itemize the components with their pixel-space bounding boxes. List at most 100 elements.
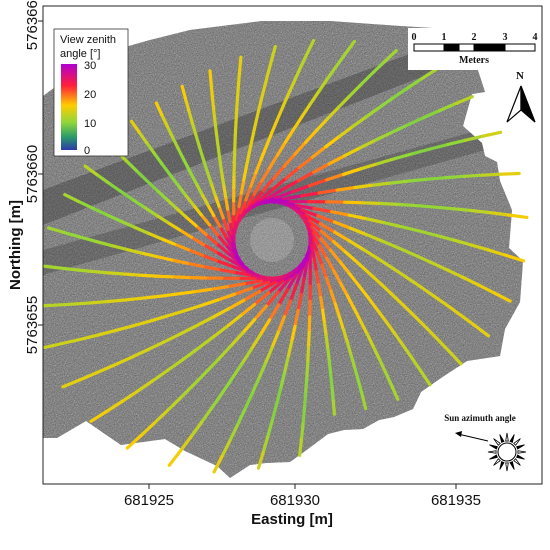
flight-line-segment xyxy=(278,372,286,392)
flight-line-segment xyxy=(341,328,350,345)
flight-line-segment xyxy=(365,332,376,349)
flight-line-segment xyxy=(247,137,254,155)
north-arrow: N xyxy=(506,70,536,123)
flight-line-segment xyxy=(319,295,325,312)
north-arrow-icon xyxy=(506,85,522,123)
flight-line-segment xyxy=(299,208,320,218)
flight-line-segment xyxy=(349,354,357,371)
flight-line-segment xyxy=(299,191,321,198)
flight-line-segment xyxy=(224,314,243,329)
flight-line-segment xyxy=(492,291,512,303)
flight-line-segment xyxy=(381,239,401,250)
x-tick-label: 681930 xyxy=(270,492,320,509)
flight-line-segment xyxy=(217,204,225,220)
flight-line-segment xyxy=(199,298,220,308)
flight-line-segment xyxy=(218,224,228,239)
flight-line-segment xyxy=(62,230,81,239)
flight-line-segment xyxy=(426,176,448,181)
flight-line-segment xyxy=(288,283,298,303)
flight-line-segment xyxy=(76,199,94,210)
flight-line-segment xyxy=(434,205,456,211)
flight-line-segment xyxy=(178,383,195,400)
flight-line-segment xyxy=(358,138,378,150)
flight-line-segment xyxy=(307,178,329,188)
flight-line-segment xyxy=(204,357,220,375)
flight-line-segment xyxy=(347,213,369,221)
flight-line-segment xyxy=(104,399,124,414)
flight-line-segment xyxy=(226,298,246,311)
flight-line-segment xyxy=(220,439,232,459)
flight-line-segment xyxy=(83,164,99,176)
scale-label: 2 xyxy=(472,32,477,43)
flight-line-segment xyxy=(157,292,178,298)
flight-line-segment xyxy=(238,302,257,318)
flight-line-segment xyxy=(319,229,335,244)
flight-line-segment xyxy=(218,157,224,174)
flight-line-segment xyxy=(178,435,193,453)
legend-tick-label: 30 xyxy=(84,60,96,72)
flight-line-segment xyxy=(229,264,247,273)
flight-line-segment xyxy=(329,289,337,306)
flight-line-segment xyxy=(271,176,288,191)
sun-panel xyxy=(422,404,539,478)
flight-line-segment xyxy=(130,197,146,209)
flight-line-segment xyxy=(402,304,418,320)
flight-line-segment xyxy=(253,111,260,128)
flight-line-segment xyxy=(266,187,285,200)
flight-line-segment xyxy=(152,409,169,425)
flight-line-segment xyxy=(272,164,286,181)
north-arrow-icon xyxy=(520,85,536,123)
flight-line-segment xyxy=(298,438,303,457)
flight-line-segment xyxy=(194,180,204,195)
flight-line-segment xyxy=(327,154,347,166)
flight-line-segment xyxy=(135,379,155,393)
flight-line-segment xyxy=(359,162,380,171)
flight-line-segment xyxy=(504,253,526,263)
flight-line-segment xyxy=(266,58,274,75)
flight-line-segment xyxy=(239,178,246,195)
flight-line-segment xyxy=(282,356,290,376)
flight-line-segment xyxy=(87,300,109,305)
flight-line-segment xyxy=(167,172,179,186)
flight-line-segment xyxy=(249,333,262,352)
flight-line-segment xyxy=(232,147,237,164)
y-tick-label: 5763665 xyxy=(24,0,41,50)
flight-line-segment xyxy=(70,267,91,273)
flight-line-segment xyxy=(357,380,364,397)
flight-line-segment xyxy=(106,181,122,193)
flight-line-segment xyxy=(251,189,265,205)
flight-line-segment xyxy=(376,156,397,166)
plot-frame xyxy=(42,5,543,485)
sun-ray xyxy=(505,462,509,472)
flight-line-segment xyxy=(61,378,82,389)
flight-line-segment xyxy=(314,270,321,287)
sun-ray xyxy=(493,458,501,466)
flight-line-segment xyxy=(281,179,300,191)
flight-line-segment xyxy=(419,370,432,387)
flight-line-segment xyxy=(250,280,270,290)
sun-icon xyxy=(487,432,527,472)
flight-line-segment xyxy=(294,267,304,287)
flight-line-segment xyxy=(118,189,134,201)
flight-line-segment xyxy=(139,251,158,259)
flight-line-segment xyxy=(180,84,187,101)
sun-ray xyxy=(489,444,498,450)
flight-line-segment xyxy=(209,180,217,196)
flight-lines xyxy=(43,38,529,474)
flight-line-segment xyxy=(214,132,220,149)
scale-segment xyxy=(413,43,445,52)
sun-ray xyxy=(505,432,509,442)
x-axis-title: Easting [m] xyxy=(251,511,333,528)
flight-line-segment xyxy=(153,274,174,279)
flight-line-segment xyxy=(180,347,199,362)
flight-line xyxy=(307,231,336,416)
y-axis: 5763665 5763660 5763655 Northing [m] xyxy=(7,0,43,354)
flight-line-segment xyxy=(286,340,294,360)
flight-line-segment xyxy=(415,204,438,209)
flight-line xyxy=(241,48,398,218)
flight-line-segment xyxy=(281,91,291,108)
flight-line-segment xyxy=(53,265,74,271)
flight-line-segment xyxy=(371,345,382,362)
flight-line-segment xyxy=(120,389,139,404)
flight-line-segment xyxy=(249,377,260,397)
